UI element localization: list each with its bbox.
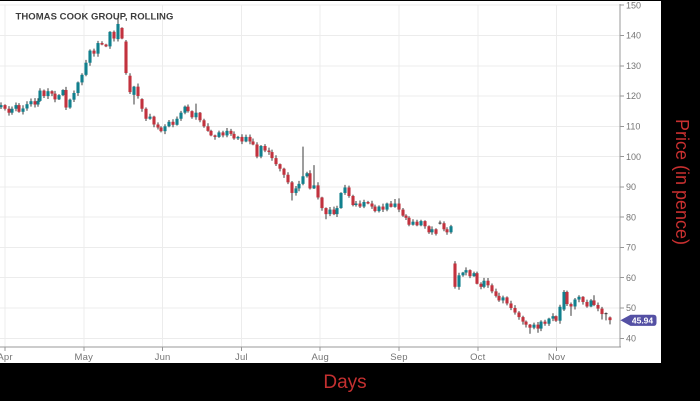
svg-text:110: 110 bbox=[626, 122, 640, 132]
svg-text:60: 60 bbox=[626, 273, 636, 283]
svg-text:70: 70 bbox=[626, 243, 636, 253]
svg-text:THOMAS COOK GROUP, ROLLING: THOMAS COOK GROUP, ROLLING bbox=[16, 12, 174, 23]
svg-text:100: 100 bbox=[626, 152, 641, 162]
svg-text:Jul: Jul bbox=[235, 352, 248, 363]
svg-text:Nov: Nov bbox=[548, 352, 566, 363]
svg-text:Apr: Apr bbox=[0, 352, 13, 363]
svg-text:150: 150 bbox=[626, 0, 641, 10]
svg-text:Oct: Oct bbox=[470, 352, 486, 363]
svg-text:Days: Days bbox=[323, 372, 366, 393]
svg-text:120: 120 bbox=[626, 91, 641, 101]
svg-text:May: May bbox=[75, 352, 94, 363]
svg-text:Aug: Aug bbox=[311, 352, 329, 363]
svg-text:45.94: 45.94 bbox=[632, 315, 654, 325]
svg-text:Sep: Sep bbox=[390, 352, 408, 363]
svg-text:40: 40 bbox=[626, 334, 636, 344]
svg-text:80: 80 bbox=[626, 212, 636, 222]
svg-text:Jun: Jun bbox=[155, 352, 171, 363]
svg-text:140: 140 bbox=[626, 31, 641, 41]
svg-text:130: 130 bbox=[626, 61, 641, 71]
svg-text:90: 90 bbox=[626, 182, 636, 192]
svg-text:50: 50 bbox=[626, 303, 636, 313]
svg-text:Price (in pence): Price (in pence) bbox=[672, 119, 692, 245]
